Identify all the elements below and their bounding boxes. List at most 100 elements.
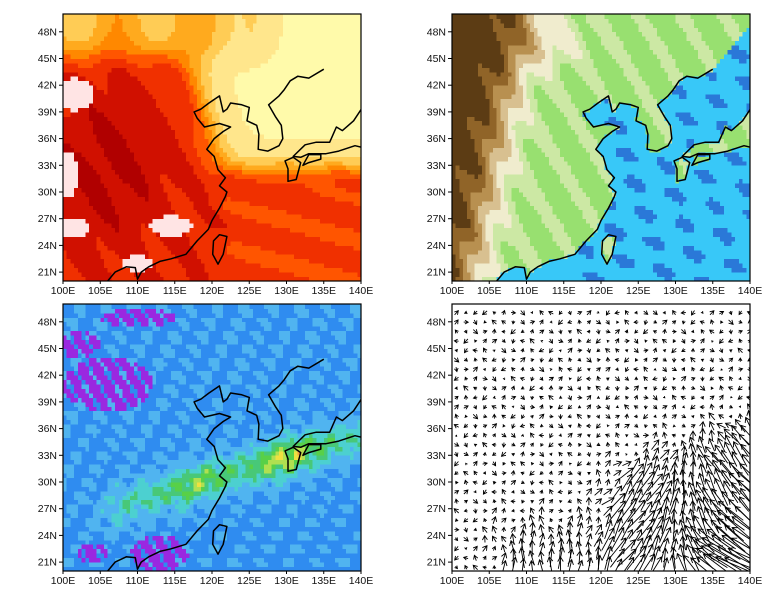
field-cell bbox=[204, 58, 209, 64]
field-cell bbox=[219, 85, 224, 91]
field-cell bbox=[349, 192, 354, 197]
field-cell bbox=[163, 223, 168, 228]
field-cell bbox=[271, 40, 276, 46]
field-cell bbox=[230, 263, 235, 269]
field-cell bbox=[271, 94, 276, 99]
field-cell bbox=[100, 54, 105, 59]
field-cell bbox=[252, 116, 258, 122]
field-cell bbox=[230, 45, 235, 50]
field-cell bbox=[204, 209, 209, 215]
field-cell bbox=[178, 80, 183, 86]
field-cell bbox=[66, 187, 71, 193]
field-cell bbox=[178, 31, 183, 37]
field-cell bbox=[174, 111, 179, 117]
field-cell bbox=[275, 276, 280, 281]
field-cell bbox=[159, 200, 164, 206]
field-cell bbox=[316, 62, 321, 68]
field-cell bbox=[286, 236, 291, 242]
field-cell bbox=[353, 232, 358, 237]
field-cell bbox=[249, 107, 254, 113]
field-cell bbox=[77, 245, 83, 251]
field-cell bbox=[223, 18, 228, 24]
field-cell bbox=[260, 31, 265, 37]
field-cell bbox=[185, 276, 191, 281]
field-cell bbox=[118, 151, 124, 157]
field-cell bbox=[452, 272, 457, 277]
field-cell bbox=[334, 40, 340, 46]
field-cell bbox=[137, 40, 142, 46]
field-cell bbox=[126, 143, 131, 148]
field-cell bbox=[111, 67, 116, 73]
field-cell bbox=[455, 134, 460, 139]
field-cell bbox=[208, 205, 213, 211]
field-cell bbox=[163, 192, 168, 197]
field-cell bbox=[286, 22, 291, 28]
field-cell bbox=[152, 223, 157, 228]
field-cell bbox=[185, 156, 191, 162]
field-cell bbox=[163, 58, 168, 64]
field-cell bbox=[174, 49, 179, 55]
field-cell bbox=[167, 165, 172, 171]
field-cell bbox=[346, 200, 351, 206]
field-cell bbox=[111, 107, 116, 113]
field-cell bbox=[275, 232, 280, 237]
field-cell bbox=[215, 160, 220, 166]
field-cell bbox=[185, 80, 191, 86]
field-cell bbox=[334, 187, 340, 193]
field-cell bbox=[320, 209, 325, 215]
field-cell bbox=[70, 178, 75, 184]
field-cell bbox=[148, 71, 153, 77]
field-cell bbox=[353, 214, 358, 220]
field-cell bbox=[286, 196, 291, 202]
field-cell bbox=[122, 98, 127, 104]
field-cell bbox=[320, 249, 325, 255]
field-cell bbox=[327, 169, 332, 175]
field-cell bbox=[279, 165, 284, 171]
field-cell bbox=[279, 187, 284, 193]
field-cell bbox=[115, 58, 120, 64]
field-cell bbox=[85, 187, 90, 193]
field-cell bbox=[267, 267, 273, 273]
field-cell bbox=[208, 85, 213, 91]
field-cell bbox=[167, 116, 172, 122]
field-cell bbox=[182, 107, 187, 113]
field-cell bbox=[353, 94, 358, 99]
field-cell bbox=[144, 272, 150, 277]
field-cell bbox=[252, 227, 258, 233]
field-cell bbox=[305, 45, 310, 50]
field-cell bbox=[189, 125, 194, 131]
field-cell bbox=[174, 125, 179, 131]
field-cell bbox=[96, 54, 101, 59]
filled-contours bbox=[452, 14, 750, 281]
field-cell bbox=[122, 196, 127, 202]
field-cell bbox=[92, 143, 97, 148]
field-cell bbox=[174, 31, 179, 37]
field-cell bbox=[212, 232, 217, 237]
field-cell bbox=[163, 45, 168, 50]
field-cell bbox=[115, 272, 120, 277]
field-cell bbox=[163, 196, 168, 202]
field-cell bbox=[163, 258, 168, 264]
field-cell bbox=[144, 134, 150, 139]
field-cell bbox=[89, 45, 94, 50]
field-cell bbox=[342, 49, 347, 55]
field-cell bbox=[204, 120, 209, 126]
field-cell bbox=[271, 209, 276, 215]
field-cell bbox=[455, 116, 460, 122]
field-cell bbox=[267, 94, 273, 99]
field-cell bbox=[275, 62, 280, 68]
field-cell bbox=[159, 62, 164, 68]
field-cell bbox=[249, 103, 254, 108]
field-cell bbox=[63, 49, 68, 55]
field-cell bbox=[245, 36, 250, 42]
field-cell bbox=[241, 62, 246, 68]
field-cell bbox=[159, 116, 164, 122]
field-cell bbox=[327, 200, 332, 206]
field-cell bbox=[238, 160, 243, 166]
x-tick-label: 130E bbox=[274, 285, 299, 297]
y-tick-label: 42N bbox=[38, 80, 57, 92]
field-cell bbox=[174, 45, 179, 50]
field-cell bbox=[133, 183, 138, 188]
field-cell bbox=[297, 22, 302, 28]
field-cell bbox=[293, 232, 299, 237]
